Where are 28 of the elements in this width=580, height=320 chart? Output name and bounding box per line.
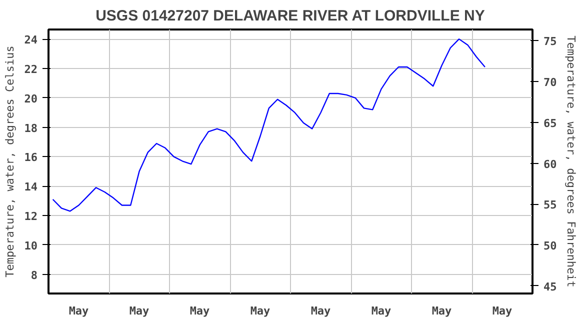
x-tick-label: May — [492, 304, 513, 318]
y2-tick-label: 50 — [544, 239, 557, 252]
chart-title: USGS 01427207 DELAWARE RIVER AT LORDVILLE NY — [96, 8, 485, 24]
y-tick-label: 22 — [24, 62, 38, 76]
line-series — [52, 38, 486, 212]
y-tick-label: 18 — [24, 122, 38, 135]
y-tick-label: 20 — [24, 92, 38, 106]
y-axis-title: Temperature, water, degrees Celsius — [3, 46, 16, 278]
y-tick-label: 10 — [24, 239, 38, 252]
y2-tick-label: 55 — [544, 198, 557, 212]
y-tick-label: 24 — [24, 34, 38, 47]
y2-tick-label: 45 — [544, 280, 557, 294]
x-tick-label: May — [68, 304, 90, 318]
x-tick-label: May — [129, 304, 150, 318]
y-tick-label: 12 — [24, 210, 38, 224]
y2-tick-label: 75 — [544, 35, 557, 48]
x-tick-label: May — [371, 304, 392, 318]
y2-tick-label: 70 — [544, 76, 557, 90]
y-tick-label: 14 — [24, 180, 38, 194]
x-tick-label: May — [190, 304, 210, 318]
y-tick-label: 8 — [30, 268, 38, 282]
x-tick-label: May — [250, 304, 271, 318]
y2-tick-label: 60 — [544, 158, 557, 171]
x-tick-label: May — [310, 304, 332, 318]
y-tick-label: 16 — [24, 151, 38, 164]
y2-tick-label: 65 — [544, 116, 557, 130]
x-tick-label: May — [432, 304, 452, 318]
y2-axis-title: Temperature, water, degrees Fahrenheit — [564, 36, 578, 288]
